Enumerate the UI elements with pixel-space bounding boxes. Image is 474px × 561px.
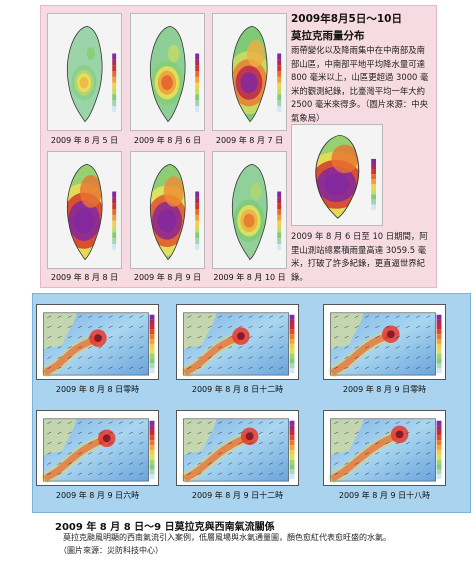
flux-section-description: 莫拉克颱風明顯的西南氣流引入案例，低層風場與水氣通量圖，顏色愈紅代表愈旺盛的水氣… <box>63 533 391 542</box>
rain-section-description: 雨帶變化以及降雨集中在中南部及南部山區，中南部平地平均降水量可達 800 毫米以… <box>291 45 429 123</box>
rain-map-caption: 2009 年 8 月 5 日 <box>50 136 119 145</box>
rain-map-caption: 2009 年 8 月 7 日 <box>215 136 284 145</box>
flux-map <box>323 410 446 486</box>
flux-section-title: 2009 年 8 月 8 日～9 日莫拉克與西南氣流關係 <box>55 522 275 533</box>
rain-map-caption: 2009 年 8 月 6 日 <box>133 136 202 145</box>
flux-map-caption: 2009 年 8 月 9 日六時 <box>55 491 140 500</box>
rain-map-aug7 <box>212 13 287 131</box>
rain-section-subtitle: 莫拉克雨量分布 <box>291 30 365 42</box>
flux-map <box>36 304 159 380</box>
flux-map <box>176 304 299 380</box>
rain-map-caption: 2009 年 8 月 9 日 <box>133 273 202 282</box>
flux-map-caption: 2009 年 8 月 8 日零時 <box>55 385 140 394</box>
rain-map-caption: 2009 年 8 月 8 日 <box>50 273 119 282</box>
flux-map-caption: 2009 年 8 月 8 日十二時 <box>191 385 284 394</box>
rain-map-aug5 <box>47 13 122 131</box>
rain-map-aug6 <box>130 13 205 131</box>
flux-map <box>323 304 446 380</box>
flux-map-caption: 2009 年 8 月 9 日零時 <box>342 385 427 394</box>
flux-map-caption: 2009 年 8 月 9 日十二時 <box>191 491 284 500</box>
rain-map-aug8 <box>47 151 122 269</box>
rain-map-aug9 <box>130 151 205 269</box>
rain-map-total <box>291 124 383 226</box>
rain-section-title: 2009年8月5日～10日 <box>291 13 402 25</box>
rain-section-note: 2009 年 8 月 6 日至 10 日期間，阿里山測站總累積雨量高達 3059… <box>291 231 428 282</box>
rain-map-caption: 2009 年 8 月 10 日 <box>213 273 286 282</box>
flux-section-source: （圖片來源：災防科技中心） <box>59 546 163 555</box>
flux-map <box>176 410 299 486</box>
rain-map-aug10 <box>212 151 287 269</box>
flux-map <box>36 410 159 486</box>
flux-map-caption: 2009 年 8 月 9 日十八時 <box>338 491 431 500</box>
